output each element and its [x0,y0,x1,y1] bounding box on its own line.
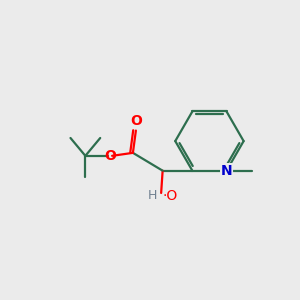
Text: ·O: ·O [163,189,178,203]
Text: H: H [148,189,157,203]
Text: O: O [104,149,116,163]
Text: O: O [130,114,142,128]
Text: N: N [221,164,232,178]
